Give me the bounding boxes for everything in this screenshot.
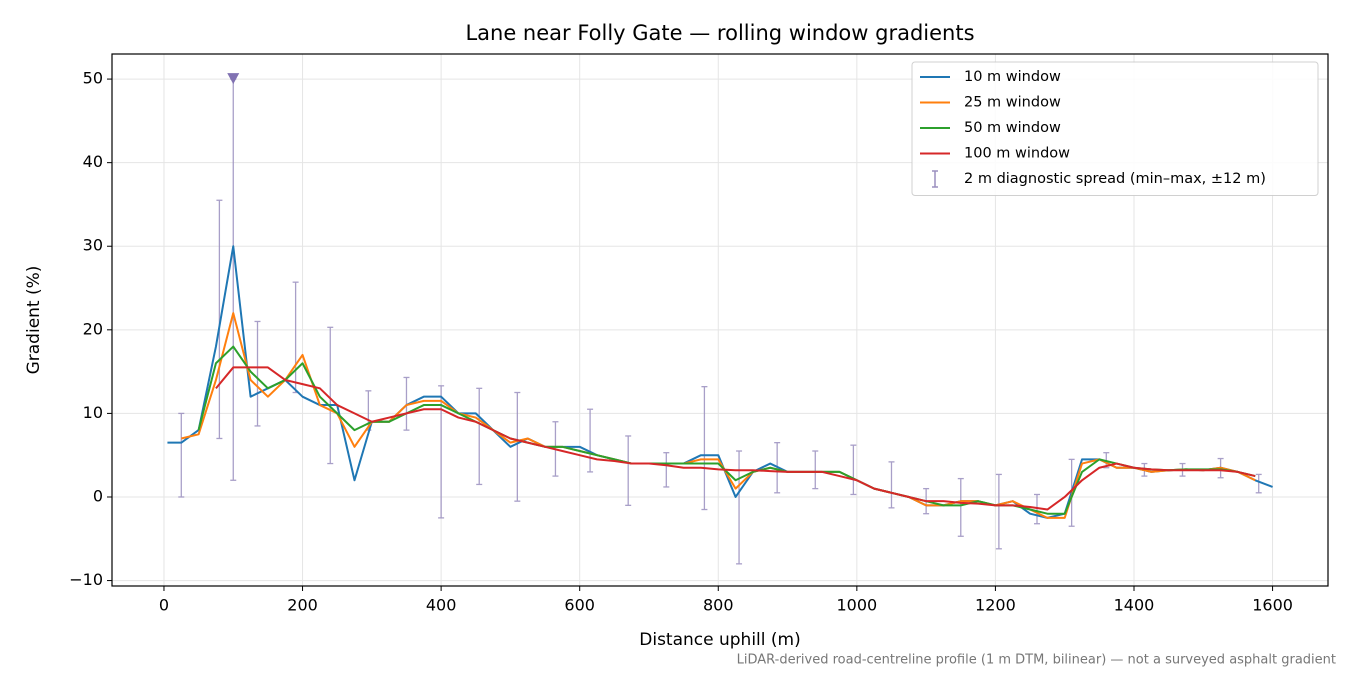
line-series [215,366,1256,511]
legend-label: 50 m window [964,120,1061,136]
error-bar [514,391,521,502]
error-bar [850,444,857,496]
legend-label: 2 m diagnostic spread (min–max, ±12 m) [964,171,1266,187]
error-bar [888,461,895,509]
y-tick-label: 20 [83,319,103,338]
y-tick-label: 40 [83,152,103,171]
x-tick-label: 1400 [1114,596,1155,615]
legend-label: 10 m window [964,69,1061,85]
y-tick-label: 30 [83,236,103,255]
error-bar [1255,473,1262,494]
x-tick-label: 1000 [836,596,877,615]
error-bar [957,477,964,537]
x-tick-label: 400 [426,596,457,615]
x-tick-label: 800 [703,596,734,615]
error-bar [438,385,445,519]
error-bar [587,408,594,473]
footnote: LiDAR-derived road-centreline profile (1… [737,653,1336,668]
x-tick-label: 600 [564,596,595,615]
y-tick-label: 0 [93,486,103,505]
error-bar [403,376,410,431]
x-axis-label: Distance uphill (m) [639,630,800,650]
line-series [181,312,1256,519]
legend-label: 100 m window [964,146,1070,162]
error-bar [625,435,632,506]
error-bar [178,412,185,498]
x-tick-label: 1200 [975,596,1016,615]
plot-frame [111,53,1329,587]
error-bar [216,199,223,440]
x-tick-label: 0 [159,596,169,615]
line-series [167,245,1273,519]
error-bar [254,320,261,427]
legend-label: 25 m window [964,95,1061,111]
legend-box [911,61,1319,196]
y-tick-label: 10 [83,403,103,422]
error-bar [1033,493,1040,525]
x-tick-label: 1600 [1252,596,1293,615]
y-axis-label: Gradient (%) [24,266,44,375]
error-bar [995,473,1002,550]
error-bar [663,452,670,488]
error-bar [701,386,708,511]
chart-title: Lane near Folly Gate — rolling window gr… [465,21,974,45]
y-tick-label: 50 [83,69,103,88]
error-bar [327,326,334,465]
clip-marker [227,73,240,85]
y-tick-label: −10 [69,570,103,589]
x-tick-label: 200 [287,596,318,615]
error-bar [476,387,483,486]
error-bar [812,450,819,490]
